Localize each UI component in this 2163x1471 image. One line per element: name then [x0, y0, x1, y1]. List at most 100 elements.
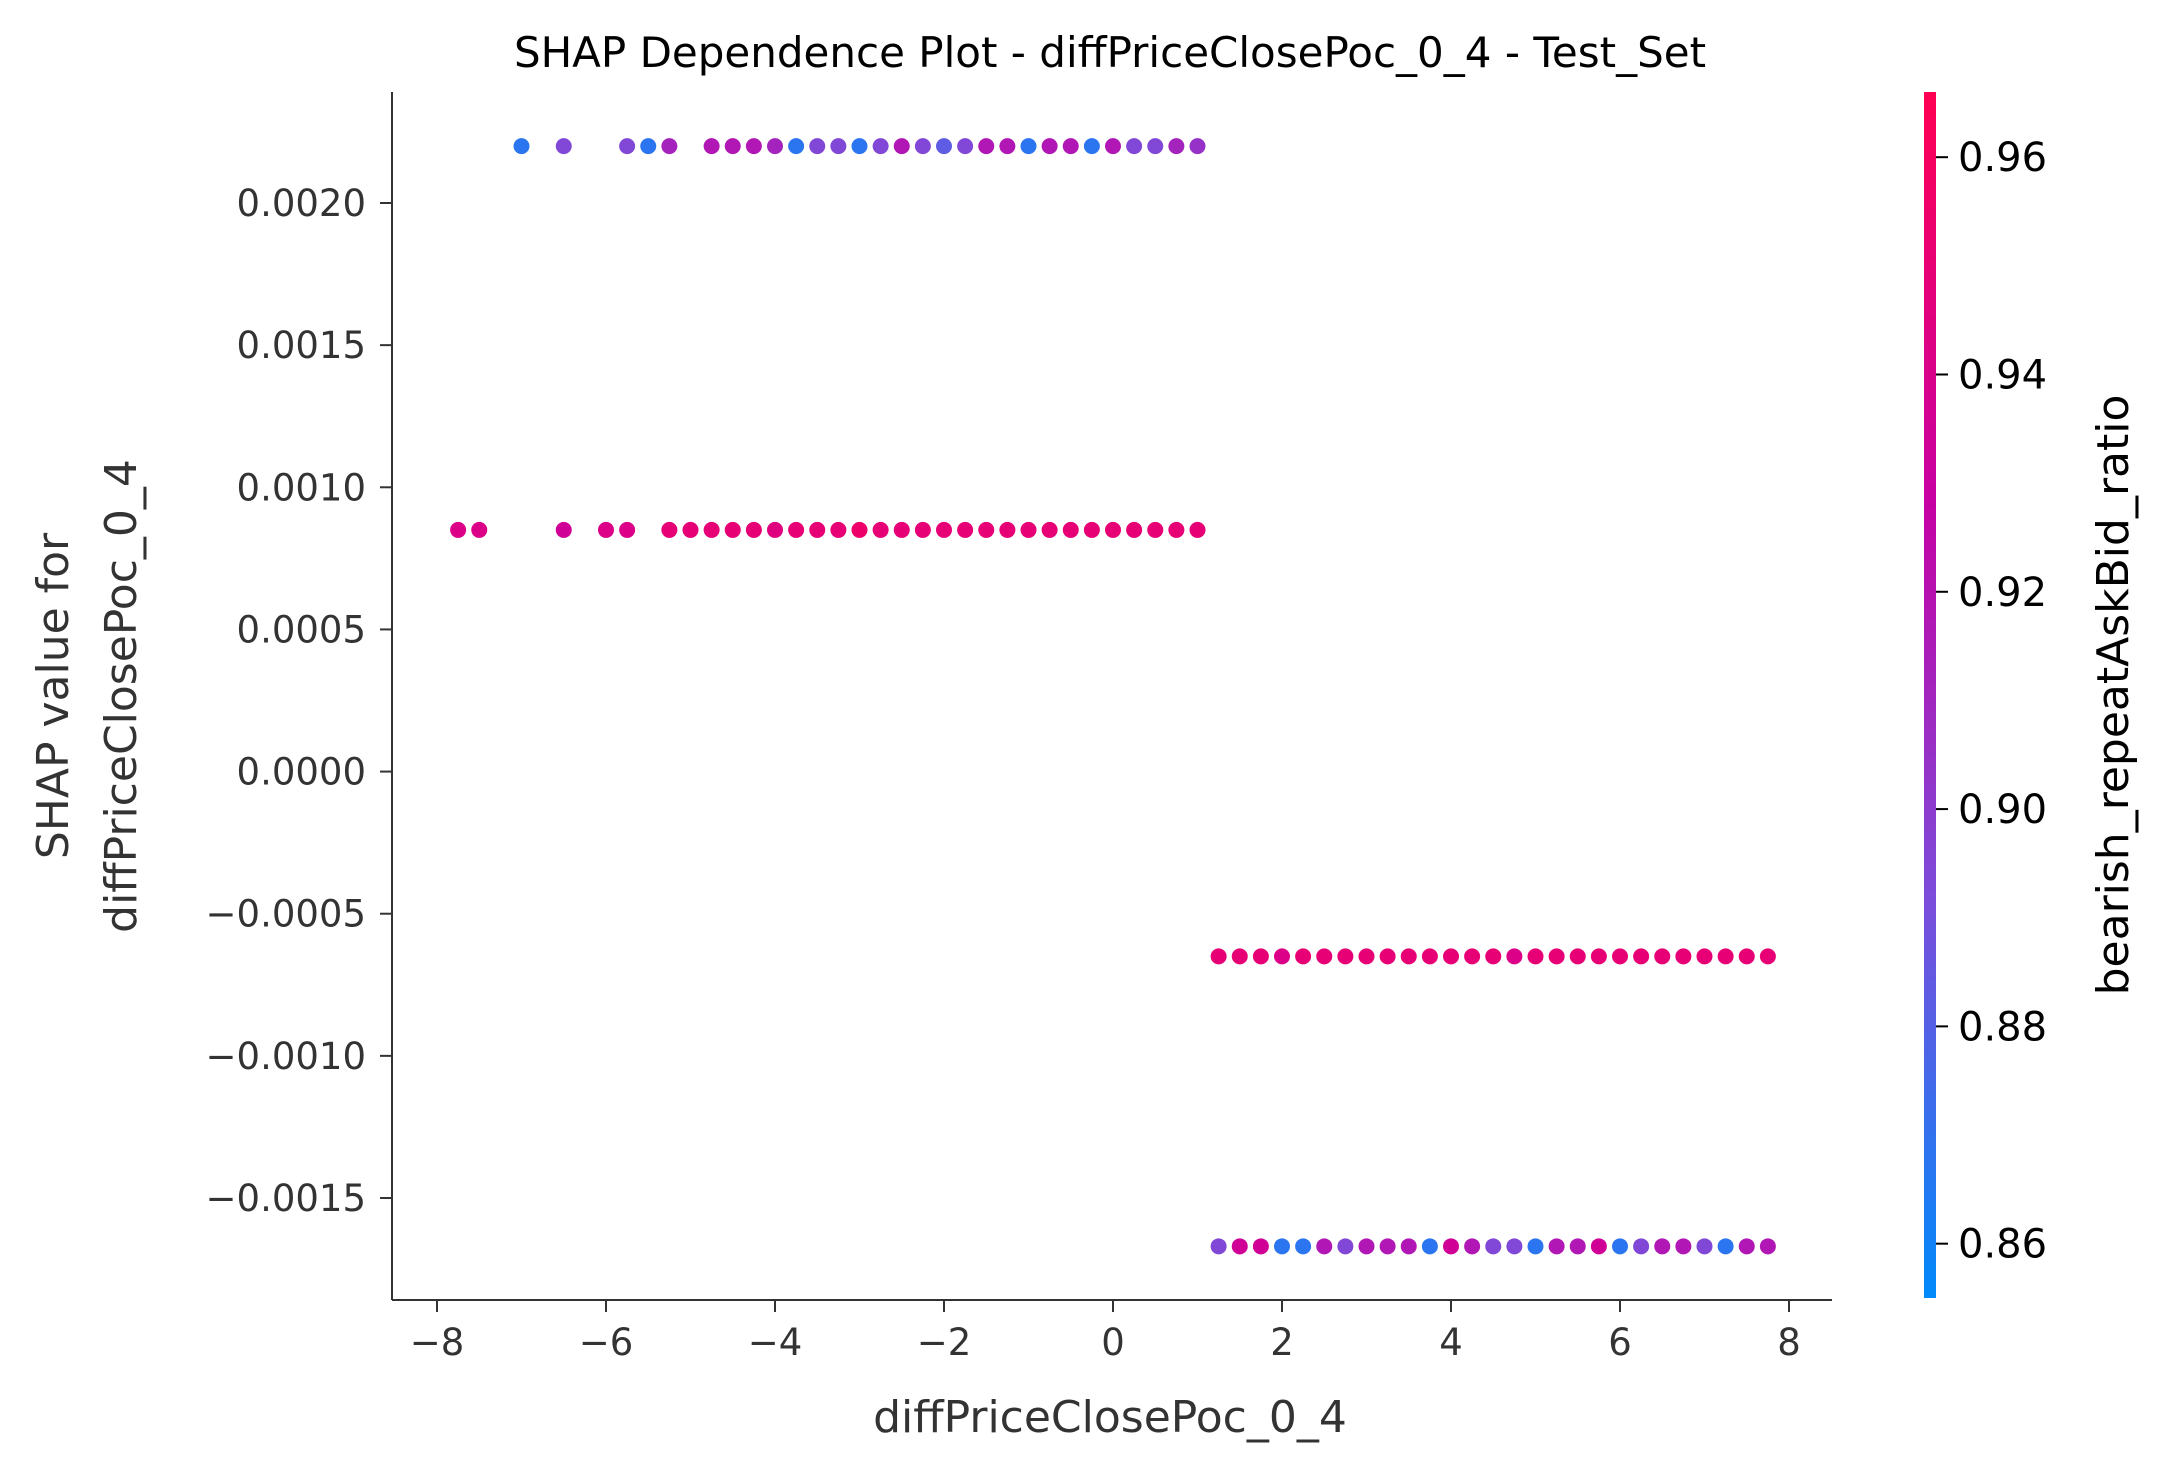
- data-point: [809, 138, 826, 155]
- y-tick-label: 0.0010: [237, 466, 366, 509]
- data-point: [1105, 138, 1121, 155]
- y-axis-label: SHAP value for diffPriceClosePoc_0_4: [28, 459, 147, 933]
- data-point: [1738, 1238, 1755, 1255]
- data-point: [1506, 1238, 1523, 1255]
- data-point: [1675, 948, 1692, 965]
- data-point: [1252, 1238, 1269, 1255]
- data-point: [1337, 948, 1354, 965]
- data-point: [1274, 1238, 1290, 1255]
- data-point: [1062, 521, 1079, 538]
- data-point: [809, 521, 826, 538]
- x-tick-label: 6: [1608, 1321, 1632, 1364]
- data-point: [978, 138, 995, 155]
- data-point: [1126, 138, 1143, 155]
- data-point: [1126, 521, 1143, 538]
- data-point: [936, 521, 952, 538]
- data-point: [1527, 1238, 1544, 1255]
- data-point: [957, 138, 974, 155]
- data-point: [1464, 948, 1481, 965]
- data-point: [598, 521, 614, 538]
- data-point: [788, 521, 805, 538]
- data-point: [1400, 1238, 1417, 1255]
- data-point: [724, 138, 741, 155]
- data-point: [914, 521, 931, 538]
- colorbar-ticks: 0.86 0.88 0.90 0.92 0.94 0.96: [1936, 135, 2047, 1268]
- data-point: [1485, 948, 1502, 965]
- x-tick-label: 2: [1270, 1321, 1294, 1364]
- data-point: [1443, 1238, 1459, 1255]
- data-point: [914, 138, 931, 155]
- data-point: [661, 521, 678, 538]
- colorbar-label: bearish_repeatAskBid_ratio: [2088, 395, 2139, 996]
- data-point: [1274, 948, 1290, 965]
- data-point: [1590, 948, 1607, 965]
- x-tick-label: −6: [579, 1321, 634, 1364]
- data-point: [555, 521, 572, 538]
- data-point: [872, 521, 889, 538]
- data-point: [830, 521, 847, 538]
- x-tick-label: −8: [410, 1321, 465, 1364]
- data-point: [1464, 1238, 1481, 1255]
- data-point: [893, 521, 910, 538]
- y-tick-label: −0.0010: [206, 1035, 366, 1078]
- data-point: [1316, 948, 1333, 965]
- x-tick-label: 8: [1777, 1321, 1801, 1364]
- colorbar-tick-label: 0.90: [1958, 787, 2047, 833]
- data-point: [936, 138, 952, 155]
- colorbar-tick-label: 0.88: [1958, 1004, 2047, 1050]
- y-tick-label: −0.0015: [206, 1177, 366, 1220]
- y-axis-label-line-1: SHAP value for: [28, 532, 79, 859]
- data-point: [1020, 138, 1037, 155]
- data-point: [1696, 1238, 1713, 1255]
- data-point: [1231, 948, 1248, 965]
- y-tick-label: 0.0000: [237, 751, 366, 794]
- data-point: [767, 521, 783, 538]
- data-point: [1421, 1238, 1438, 1255]
- data-point: [1633, 948, 1650, 965]
- data-point: [745, 138, 762, 155]
- data-point: [703, 138, 720, 155]
- data-point: [1696, 948, 1713, 965]
- data-point: [999, 138, 1016, 155]
- data-point: [1147, 521, 1164, 538]
- x-tick-label: 4: [1439, 1321, 1463, 1364]
- data-point: [1231, 1238, 1248, 1255]
- colorbar: [1924, 92, 1936, 1298]
- data-point: [555, 138, 572, 155]
- data-point: [1041, 138, 1058, 155]
- data-point: [619, 138, 636, 155]
- data-point: [1400, 948, 1417, 965]
- data-point: [1210, 1238, 1227, 1255]
- data-point: [1654, 948, 1671, 965]
- data-point: [788, 138, 805, 155]
- data-point: [1717, 1238, 1734, 1255]
- chart-title: SHAP Dependence Plot - diffPriceClosePoc…: [514, 28, 1706, 77]
- data-point: [1358, 1238, 1375, 1255]
- colorbar-tick-label: 0.92: [1958, 570, 2047, 616]
- data-point: [1612, 948, 1628, 965]
- y-tick-label: 0.0020: [237, 182, 366, 225]
- data-point: [1654, 1238, 1671, 1255]
- y-tick-label: 0.0005: [237, 608, 366, 651]
- data-point: [513, 138, 530, 155]
- data-point: [1590, 1238, 1607, 1255]
- data-point: [682, 521, 699, 538]
- data-point: [1379, 1238, 1396, 1255]
- data-point: [767, 138, 783, 155]
- data-point: [851, 138, 868, 155]
- data-point: [999, 521, 1016, 538]
- data-point: [872, 138, 889, 155]
- colorbar-tick-label: 0.96: [1958, 135, 2047, 181]
- data-point: [1189, 521, 1206, 538]
- data-point: [1485, 1238, 1502, 1255]
- data-point: [1633, 1238, 1650, 1255]
- data-point: [471, 521, 488, 538]
- data-point: [1569, 1238, 1586, 1255]
- scatter-points: [450, 138, 1776, 1255]
- data-point: [1189, 138, 1206, 155]
- data-point: [1041, 521, 1058, 538]
- x-tick-label: −2: [917, 1321, 972, 1364]
- data-point: [1675, 1238, 1692, 1255]
- data-point: [450, 521, 467, 538]
- data-point: [1210, 948, 1227, 965]
